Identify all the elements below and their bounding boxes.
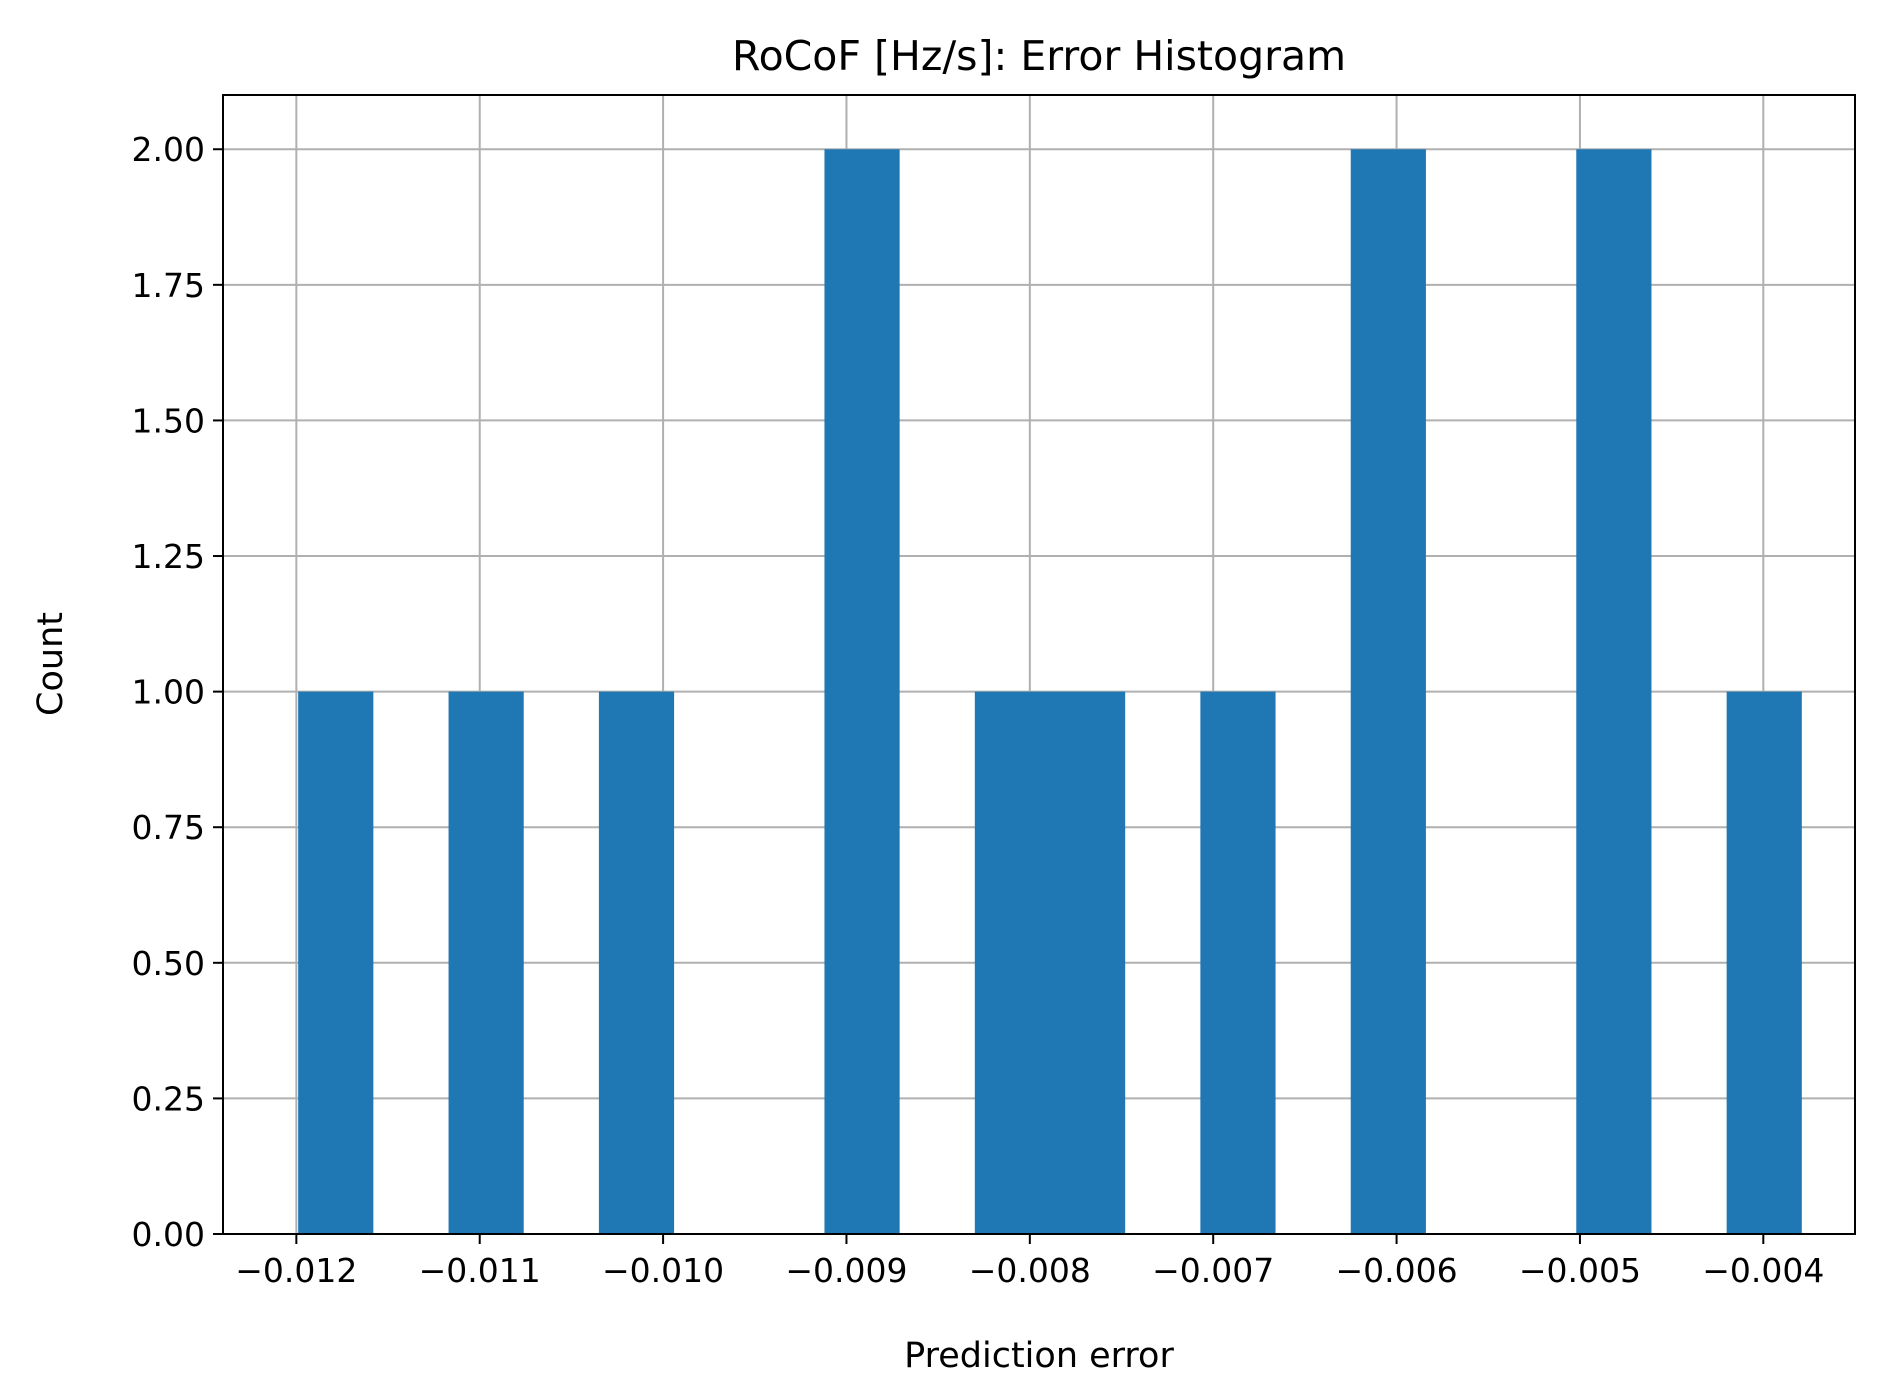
histogram-bar — [448, 691, 524, 1234]
y-tick-label: 1.75 — [132, 266, 205, 305]
histogram-bar — [298, 691, 374, 1234]
x-axis-label: Prediction error — [904, 1336, 1174, 1376]
x-tick-label: −0.005 — [1519, 1251, 1641, 1290]
histogram-bar — [1200, 691, 1276, 1234]
histogram-bar — [824, 149, 900, 1235]
y-tick-label: 1.00 — [132, 673, 205, 712]
histogram-bar — [1726, 691, 1802, 1234]
y-tick-label: 1.50 — [132, 401, 205, 440]
histogram-bar — [1350, 149, 1426, 1235]
plot-frame — [222, 94, 1856, 1235]
y-tick-label: 0.25 — [132, 1079, 205, 1118]
y-tick-label: 2.00 — [132, 130, 205, 169]
x-tick-label: −0.008 — [969, 1251, 1091, 1290]
y-tick-label: 1.25 — [132, 537, 205, 576]
x-tick-label: −0.009 — [785, 1251, 907, 1290]
histogram-bar — [1050, 691, 1126, 1234]
y-axis-ticks: 0.00 0.25 0.50 0.75 1.00 1.25 1.50 1.75 2.00 — [132, 130, 223, 1254]
bars — [298, 149, 1802, 1235]
y-tick-label: 0.50 — [132, 944, 205, 983]
x-tick-label: −0.007 — [1152, 1251, 1274, 1290]
x-tick-label: −0.012 — [235, 1251, 357, 1290]
x-axis-ticks: −0.012 −0.011 −0.010 −0.009 −0.008 −0.007 −0.0… — [235, 1234, 1824, 1290]
y-axis-label: Count — [31, 612, 71, 716]
histogram-bar — [598, 691, 675, 1234]
histogram-bar — [1576, 149, 1652, 1235]
histogram-bar — [974, 691, 1050, 1234]
x-tick-label: −0.006 — [1336, 1251, 1458, 1290]
x-tick-label: −0.010 — [602, 1251, 724, 1290]
y-tick-label: 0.75 — [132, 808, 205, 847]
x-tick-label: −0.011 — [419, 1251, 541, 1290]
y-tick-label: 0.00 — [132, 1215, 205, 1254]
x-tick-label: −0.004 — [1702, 1251, 1824, 1290]
chart-title: RoCoF [Hz/s]: Error Histogram — [732, 32, 1346, 80]
